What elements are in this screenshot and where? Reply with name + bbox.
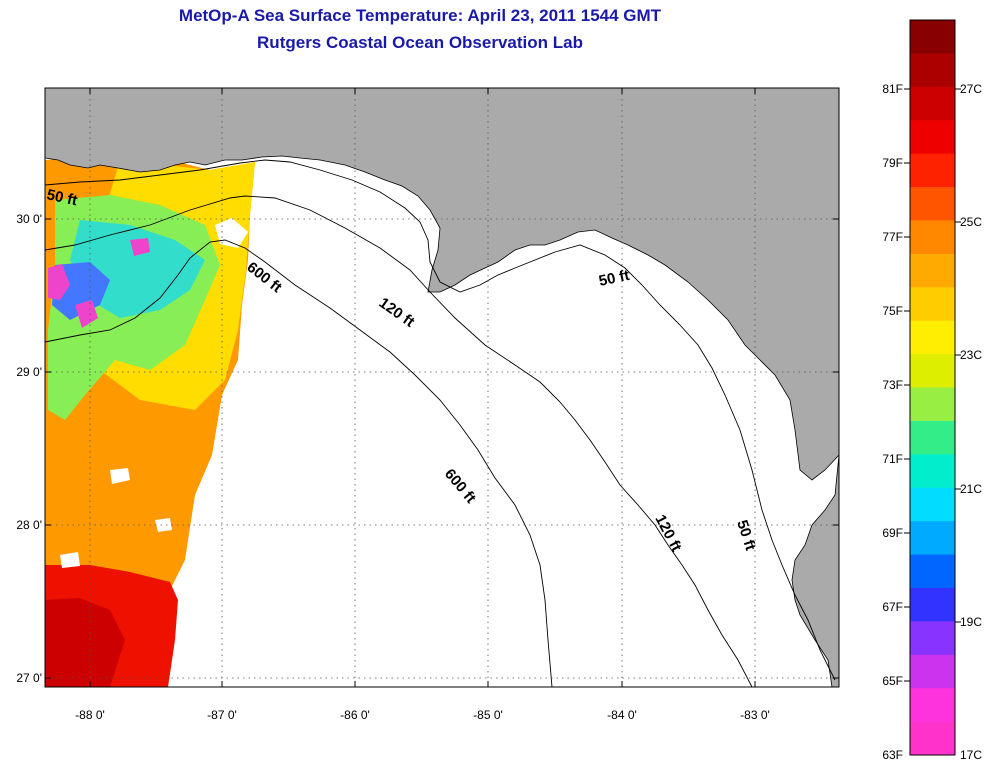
colorbar-label-75f: 75F: [882, 304, 903, 318]
sst-region-magenta: [48, 238, 150, 328]
colorbar-label-69f: 69F: [882, 526, 903, 540]
colorbar-band: [910, 487, 955, 522]
colorbar-band: [910, 253, 955, 288]
colorbar-band: [910, 20, 955, 54]
colorbar-label-25c: 25C: [960, 215, 982, 229]
land-south-florida: [791, 454, 839, 687]
colorbar-band: [910, 86, 955, 121]
colorbar-label-27c: 27C: [960, 82, 982, 96]
colorbar-label-67f: 67F: [882, 600, 903, 614]
colorbar-band: [910, 554, 955, 589]
colorbar-ticks: [904, 88, 961, 682]
colorbar-band: [910, 721, 955, 756]
colorbar-label-73f: 73F: [882, 378, 903, 392]
colorbar-bands: [910, 20, 955, 756]
colorbar-label-23c: 23C: [960, 348, 982, 362]
colorbar: 81F 79F 77F 75F 73F 71F 69F 67F 65F 63F …: [882, 19, 982, 762]
lon-label-88: -88 0': [75, 708, 105, 722]
colorbar-band: [910, 521, 955, 556]
contour-50ft: [45, 159, 836, 681]
colorbar-band: [910, 354, 955, 388]
lat-label-27: 27 0': [16, 671, 42, 685]
lon-label-86: -86 0': [340, 708, 370, 722]
lon-label-85: -85 0': [473, 708, 503, 722]
colorbar-band: [910, 53, 955, 88]
colorbar-band: [910, 187, 955, 221]
colorbar-band: [910, 320, 955, 355]
colorbar-band: [910, 220, 955, 255]
colorbar-band: [910, 587, 955, 622]
colorbar-frame: [909, 19, 956, 756]
sst-region-deep-red: [45, 598, 125, 687]
colorbar-band: [910, 454, 955, 489]
colorbar-label-71f: 71F: [882, 452, 903, 466]
contour-label-50ft-west: 50 ft: [45, 186, 79, 209]
sst-data-swath: [45, 112, 255, 687]
colorbar-band: [910, 153, 955, 188]
land-florida: [45, 88, 839, 481]
lon-label-84: -84 0': [607, 708, 637, 722]
lat-label-28: 28 0': [16, 518, 42, 532]
colorbar-label-77f: 77F: [882, 230, 903, 244]
map-grid: [45, 88, 839, 687]
chart-title: MetOp-A Sea Surface Temperature: April 2…: [178, 6, 662, 25]
colorbar-label-65f: 65F: [882, 674, 903, 688]
contour-120ft: [45, 195, 753, 687]
chart-subtitle: Rutgers Coastal Ocean Observation Lab: [257, 33, 583, 52]
map-frame: [44, 87, 840, 688]
map-ticks: [45, 88, 839, 687]
colorbar-label-63f: 63F: [882, 748, 903, 762]
lon-label-87: -87 0': [207, 708, 237, 722]
colorbar-label-79f: 79F: [882, 156, 903, 170]
lat-label-30: 30 0': [16, 212, 42, 226]
lon-label-83: -83 0': [740, 708, 770, 722]
contour-600ft: [45, 239, 553, 687]
colorbar-band: [910, 287, 955, 322]
colorbar-band: [910, 688, 955, 723]
bathymetry-contours: [45, 159, 836, 687]
lat-label-29: 29 0': [16, 365, 42, 379]
colorbar-label-21c: 21C: [960, 482, 982, 496]
colorbar-band: [910, 120, 955, 155]
colorbar-band: [910, 621, 955, 656]
colorbar-label-19c: 19C: [960, 615, 982, 629]
colorbar-band: [910, 387, 955, 422]
colorbar-band: [910, 654, 955, 689]
colorbar-band: [910, 420, 955, 455]
contour-label-50ft-east: 50 ft: [597, 267, 631, 290]
colorbar-label-81f: 81F: [882, 82, 903, 96]
colorbar-label-17c: 17C: [960, 748, 982, 762]
